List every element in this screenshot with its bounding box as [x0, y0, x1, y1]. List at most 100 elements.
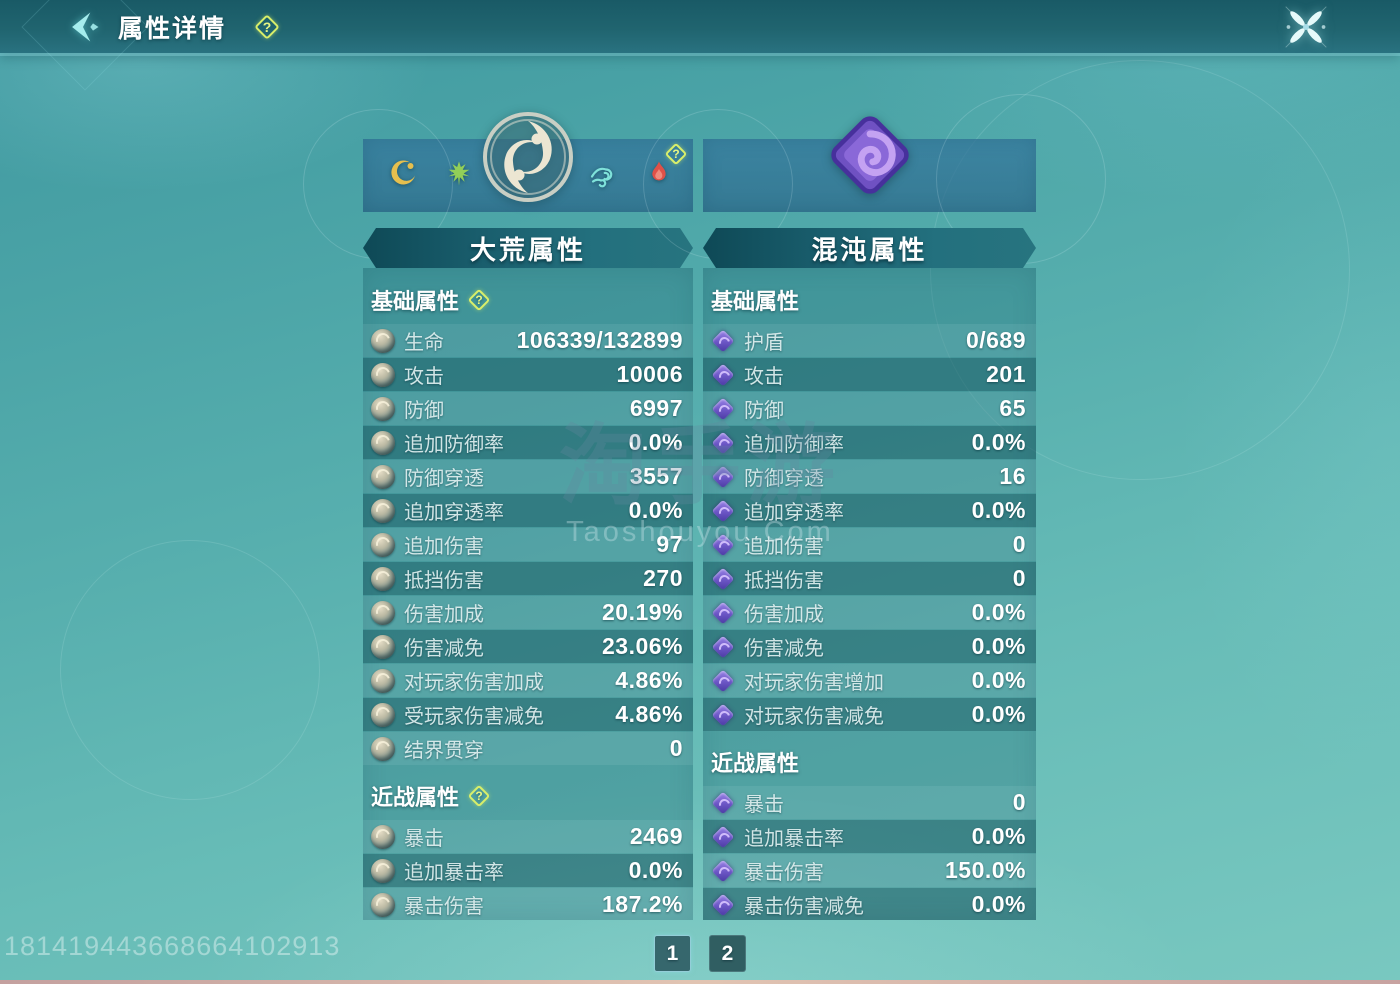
spirit-orb-icon: [371, 858, 395, 883]
stat-label: 暴击伤害: [744, 862, 824, 884]
stat-label: 对玩家伤害减免: [744, 706, 884, 728]
stat-value: 0: [1012, 789, 1026, 815]
stat-row: 追加暴击率 0.0%: [703, 820, 1036, 853]
stat-row: 伤害加成 0.0%: [703, 596, 1036, 629]
stat-value: 4.86%: [615, 667, 683, 693]
back-button[interactable]: [62, 6, 104, 48]
dahuang-base-rows: 生命 106339/132899 攻击 10006 防御 6997 追加防御率 0.0%…: [363, 324, 693, 765]
stat-label: 追加暴击率: [404, 862, 504, 884]
page-button-1[interactable]: 1: [654, 935, 691, 972]
stat-label: 追加穿透率: [744, 502, 844, 524]
stat-row: 防御穿透 16: [703, 460, 1036, 493]
banner-help-icon[interactable]: ?: [665, 143, 687, 165]
section-label: 近战属性: [711, 751, 800, 776]
spirit-orb-icon: [371, 396, 395, 421]
stat-label: 追加防御率: [404, 434, 504, 456]
stat-label: 伤害减免: [404, 638, 484, 660]
moon-element-icon[interactable]: [389, 158, 419, 193]
stat-value: 106339/132899: [516, 327, 683, 353]
section-label: 基础属性: [711, 289, 800, 314]
chaos-gem-icon: [711, 499, 735, 523]
chaos-gem-icon: [711, 431, 735, 455]
chaos-gem-icon: [711, 397, 735, 421]
section-base-attributes: 基础属性: [703, 274, 1036, 324]
dahuang-emblem-icon: [482, 111, 574, 208]
chaos-gem-icon: [711, 567, 735, 591]
stat-row: 伤害减免 0.0%: [703, 630, 1036, 663]
stat-label: 对玩家伤害增加: [744, 672, 884, 694]
stat-value: 16: [999, 463, 1026, 489]
panel-title: 混沌属性: [811, 234, 928, 265]
stat-row: 防御 65: [703, 392, 1036, 425]
stat-value: 0: [669, 735, 683, 761]
fire-element-icon[interactable]: [645, 159, 673, 192]
stat-label: 抵挡伤害: [404, 570, 484, 592]
stat-row: 防御 6997: [363, 392, 693, 425]
page-button-2[interactable]: 2: [709, 935, 746, 972]
stat-label: 追加伤害: [404, 536, 484, 558]
close-button[interactable]: [1282, 3, 1330, 51]
spirit-orb-icon: [371, 892, 395, 917]
chaos-gem-icon: [711, 791, 735, 815]
stat-value: 0.0%: [971, 429, 1026, 455]
stat-label: 暴击: [404, 828, 444, 850]
stat-value: 0.0%: [971, 891, 1026, 917]
stat-value: 0.0%: [628, 857, 683, 883]
stat-row: 抵挡伤害 0: [703, 562, 1036, 595]
panel-title: 大荒属性: [469, 234, 586, 265]
chaos-gem-icon: [711, 669, 735, 693]
wind-element-icon[interactable]: [589, 158, 619, 193]
wood-element-icon[interactable]: [445, 159, 473, 192]
stat-row: 受玩家伤害减免 4.86%: [363, 698, 693, 731]
stat-row: 暴击伤害 187.2%: [363, 888, 693, 920]
background-ring-decor: [60, 540, 320, 800]
stat-label: 追加暴击率: [744, 828, 844, 850]
question-glyph: ?: [262, 18, 272, 35]
chaos-gem-icon: [711, 893, 735, 917]
panel-header-chaos: 混沌属性: [703, 228, 1036, 268]
title-help-icon[interactable]: ?: [254, 14, 280, 40]
stat-row: 攻击 10006: [363, 358, 693, 391]
dahuang-element-banner: ?: [303, 109, 693, 259]
stat-row: 结界贯穿 0: [363, 732, 693, 765]
spirit-orb-icon: [371, 328, 395, 353]
dahuang-panel-body: 基础属性 ? 生命 106339/132899 攻击 10006 防御 6997 追加…: [363, 268, 693, 920]
stat-row: 追加防御率 0.0%: [703, 426, 1036, 459]
section-base-attributes: 基础属性 ?: [363, 274, 693, 324]
spirit-orb-icon: [371, 824, 395, 849]
chaos-gem-icon: [711, 601, 735, 625]
chaos-panel: 混沌属性 基础属性 护盾 0/689 攻击 201 防御 65 追加防御率 0.0% 防…: [643, 94, 1106, 920]
stat-row: 追加穿透率 0.0%: [703, 494, 1036, 527]
stat-row: 伤害减免 23.06%: [363, 630, 693, 663]
stat-row: 追加穿透率 0.0%: [363, 494, 693, 527]
stat-label: 伤害加成: [744, 604, 824, 626]
stat-value: 150.0%: [944, 857, 1026, 883]
stat-label: 对玩家伤害加成: [404, 672, 544, 694]
stat-value: 65: [999, 395, 1026, 421]
base-help-icon[interactable]: ?: [468, 289, 490, 311]
stat-label: 暴击伤害减免: [744, 896, 864, 918]
section-melee-attributes: 近战属性 ?: [363, 766, 693, 820]
section-label: 近战属性: [371, 785, 460, 810]
question-glyph: ?: [475, 789, 483, 803]
melee-help-icon[interactable]: ?: [468, 785, 490, 807]
chaos-gem-icon: [711, 635, 735, 659]
stat-row: 暴击 0: [703, 786, 1036, 819]
chaos-gem-icon: [711, 859, 735, 883]
stat-row: 对玩家伤害增加 0.0%: [703, 664, 1036, 697]
stat-value: 0.0%: [971, 667, 1026, 693]
stat-value: 0.0%: [971, 701, 1026, 727]
spirit-orb-icon: [371, 736, 395, 761]
stat-value: 3557: [629, 463, 683, 489]
section-melee-attributes: 近战属性: [703, 732, 1036, 786]
stat-label: 生命: [404, 332, 444, 354]
stat-value: 23.06%: [601, 633, 683, 659]
chaos-gem-icon: [711, 703, 735, 727]
stat-label: 暴击伤害: [404, 896, 484, 918]
chaos-element-banner: [643, 94, 1106, 264]
stat-row: 抵挡伤害 270: [363, 562, 693, 595]
stat-value: 4.86%: [615, 701, 683, 727]
